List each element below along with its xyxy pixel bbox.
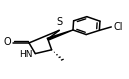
Text: O: O [3,37,11,47]
Text: S: S [57,17,63,27]
Text: Cl: Cl [113,22,123,32]
Polygon shape [47,30,73,40]
Text: HN: HN [19,50,33,59]
